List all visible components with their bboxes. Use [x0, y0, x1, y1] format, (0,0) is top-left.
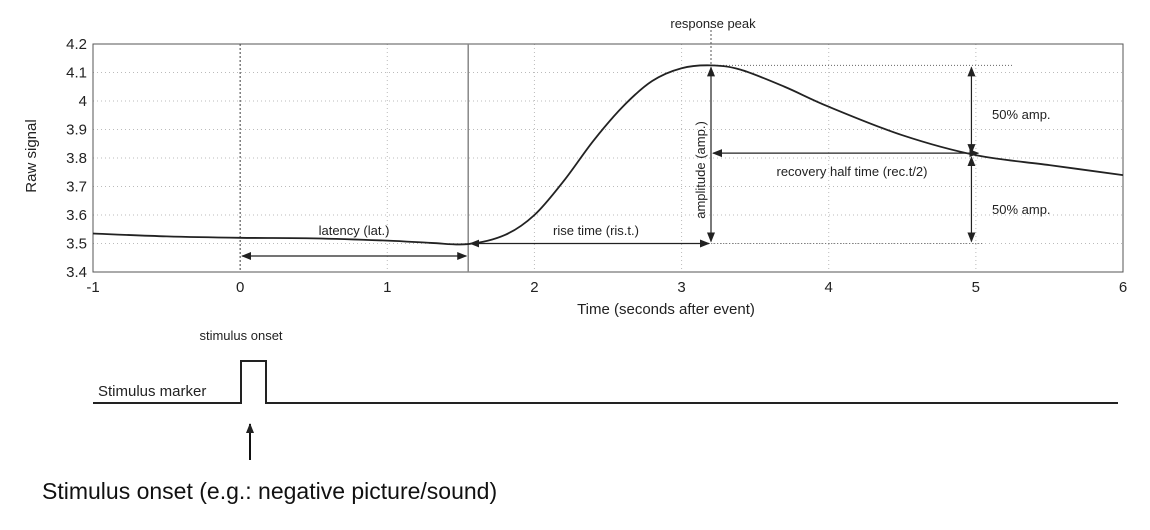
y-tick-label: 3.8	[66, 150, 87, 167]
stimulus-marker-trace	[93, 360, 1118, 404]
y-tick-label: 3.5	[66, 236, 87, 253]
y-tick-label: 4.1	[66, 65, 87, 82]
x-axis-label: Time (seconds after event)	[577, 301, 755, 318]
half-amp-bottom-label: 50% amp.	[992, 202, 1051, 217]
recovery-label: recovery half time (rec.t/2)	[777, 164, 928, 179]
stimulus-marker-label: Stimulus marker	[98, 383, 206, 400]
x-tick-label: 5	[972, 279, 980, 296]
response-peak-label: response peak	[670, 16, 756, 31]
plot-frame	[92, 43, 1124, 273]
x-tick-label: -1	[86, 279, 99, 296]
x-tick-label: 4	[825, 279, 833, 296]
amplitude-label: amplitude (amp.)	[693, 121, 708, 219]
half-amp-top-label: 50% amp.	[992, 107, 1051, 122]
figure-caption: Stimulus onset (e.g.: negative picture/s…	[42, 478, 498, 504]
y-tick-label: 3.9	[66, 122, 87, 139]
x-tick-label: 1	[383, 279, 391, 296]
y-tick-label: 3.7	[66, 179, 87, 196]
y-tick-label: 3.6	[66, 207, 87, 224]
rise-time-label: rise time (ris.t.)	[553, 223, 639, 238]
x-tick-label: 3	[677, 279, 685, 296]
latency-label: latency (lat.)	[319, 223, 390, 238]
y-tick-label: 4.2	[66, 36, 87, 53]
y-axis-label: Raw signal	[23, 119, 40, 192]
stimulus-onset-label: stimulus onset	[199, 328, 282, 343]
x-tick-label: 0	[236, 279, 244, 296]
x-tick-label: 2	[530, 279, 538, 296]
reference-lines	[239, 26, 1013, 272]
y-tick-label: 4	[79, 93, 87, 110]
axis-ticks: -1 0 1 2 3 4 5 6 3.4 3.5 3.6 3.7 3.8 3.9 4 4.1 4.2	[66, 36, 1127, 296]
y-tick-label: 3.4	[66, 264, 87, 281]
signal-curve	[92, 64, 1124, 246]
annotations	[241, 66, 980, 260]
x-tick-label: 6	[1119, 279, 1127, 296]
